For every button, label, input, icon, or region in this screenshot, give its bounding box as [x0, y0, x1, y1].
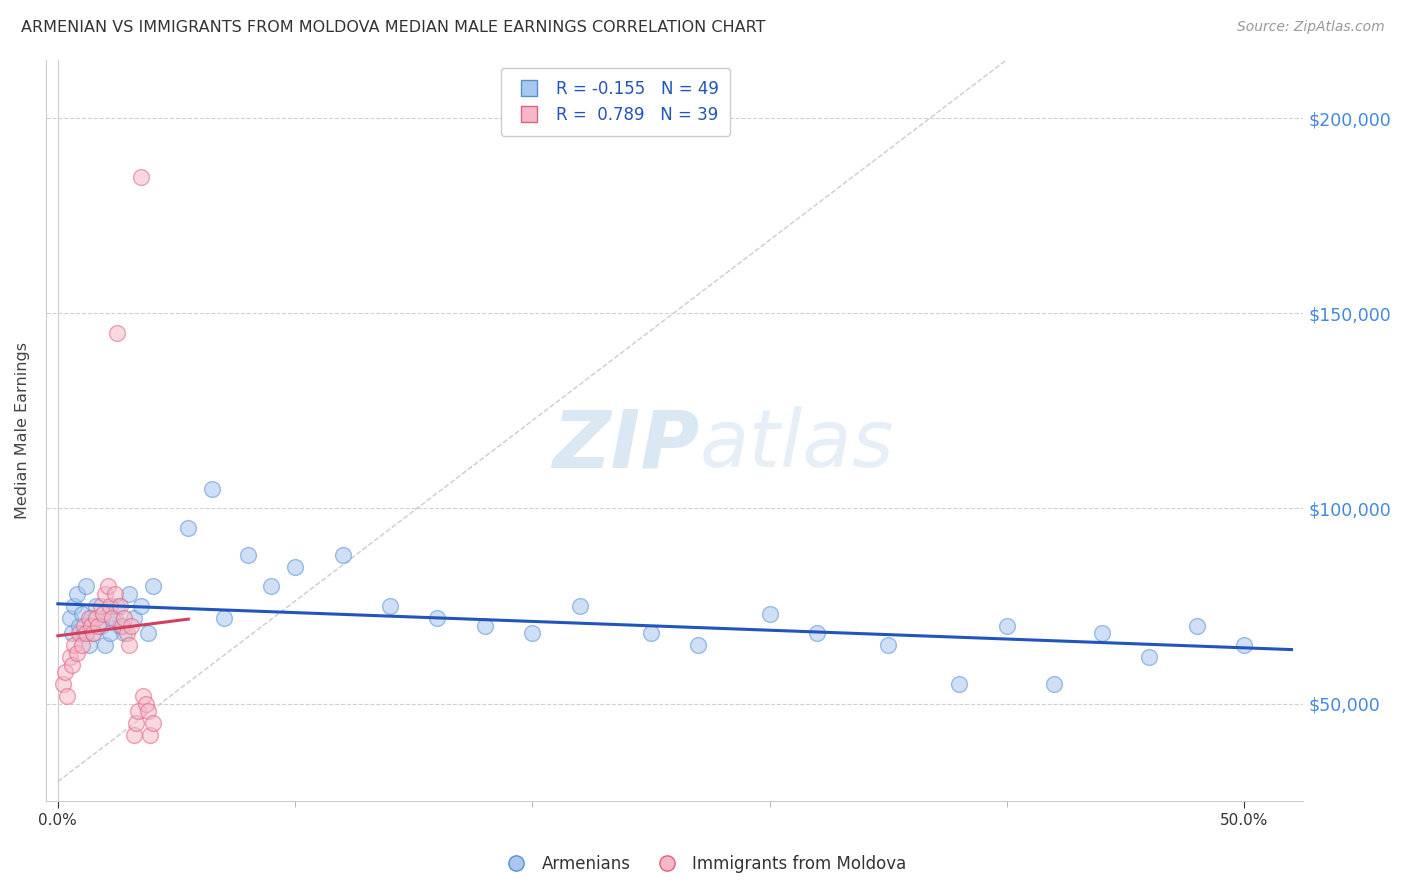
Point: [122, 610, 145, 624]
Point: [97, 579, 120, 593]
Point: [568, 599, 591, 613]
Point: [105, 326, 128, 340]
Point: [129, 169, 152, 184]
Point: [688, 638, 710, 652]
Point: [101, 610, 124, 624]
Y-axis label: Median Male Earnings: Median Male Earnings: [15, 342, 30, 519]
Point: [758, 607, 780, 621]
Text: ZIP: ZIP: [553, 406, 700, 484]
Point: [1091, 626, 1114, 640]
Point: [82, 626, 104, 640]
Point: [136, 704, 159, 718]
Point: [118, 638, 141, 652]
Point: [90, 599, 112, 613]
Point: [59, 649, 82, 664]
Point: [63, 638, 86, 652]
Point: [474, 618, 496, 632]
Point: [97, 607, 120, 621]
Point: [136, 626, 159, 640]
Point: [67, 626, 90, 640]
Point: [1043, 677, 1066, 691]
Point: [1137, 649, 1160, 664]
Point: [284, 560, 307, 574]
Point: [77, 610, 100, 624]
Point: [128, 704, 150, 718]
Point: [260, 579, 283, 593]
Point: [129, 599, 152, 613]
Point: [91, 607, 114, 621]
Point: [948, 677, 970, 691]
Point: [60, 657, 83, 672]
Point: [877, 638, 900, 652]
Point: [77, 638, 100, 652]
Point: [125, 716, 148, 731]
Point: [53, 665, 76, 680]
Point: [84, 599, 107, 613]
Point: [426, 610, 449, 624]
Point: [112, 626, 135, 640]
Text: ARMENIAN VS IMMIGRANTS FROM MOLDOVA MEDIAN MALE EARNINGS CORRELATION CHART: ARMENIAN VS IMMIGRANTS FROM MOLDOVA MEDI…: [21, 20, 766, 35]
Point: [60, 626, 83, 640]
Point: [142, 716, 165, 731]
Text: atlas: atlas: [700, 406, 894, 484]
Legend: R = -0.155   N = 49, R =  0.789   N = 39: R = -0.155 N = 49, R = 0.789 N = 39: [501, 68, 730, 136]
Point: [66, 587, 89, 601]
Point: [177, 521, 200, 535]
Point: [139, 728, 162, 742]
Point: [115, 626, 138, 640]
Point: [201, 482, 224, 496]
Point: [56, 689, 79, 703]
Point: [59, 610, 82, 624]
Point: [67, 618, 90, 632]
Point: [80, 618, 103, 632]
Point: [120, 618, 142, 632]
Point: [132, 689, 155, 703]
Point: [75, 626, 97, 640]
Point: [70, 638, 93, 652]
Point: [640, 626, 662, 640]
Point: [66, 646, 89, 660]
Point: [108, 618, 131, 632]
Point: [63, 599, 86, 613]
Point: [522, 626, 544, 640]
Point: [94, 587, 117, 601]
Point: [82, 626, 104, 640]
Point: [75, 579, 97, 593]
Point: [118, 587, 141, 601]
Point: [73, 626, 96, 640]
Point: [84, 610, 107, 624]
Point: [80, 610, 103, 624]
Point: [94, 638, 117, 652]
Point: [108, 599, 131, 613]
Point: [236, 548, 259, 562]
Point: [806, 626, 828, 640]
Point: [52, 677, 75, 691]
Point: [135, 697, 157, 711]
Point: [995, 618, 1018, 632]
Point: [122, 728, 145, 742]
Point: [112, 610, 135, 624]
Point: [73, 618, 96, 632]
Point: [98, 626, 121, 640]
Point: [105, 599, 128, 613]
Point: [212, 610, 235, 624]
Point: [1233, 638, 1256, 652]
Point: [70, 607, 93, 621]
Legend: Armenians, Immigrants from Moldova: Armenians, Immigrants from Moldova: [494, 848, 912, 880]
Point: [104, 587, 127, 601]
Text: Source: ZipAtlas.com: Source: ZipAtlas.com: [1237, 20, 1385, 34]
Point: [90, 618, 112, 632]
Point: [104, 610, 127, 624]
Point: [87, 618, 110, 632]
Point: [142, 579, 165, 593]
Point: [1185, 618, 1208, 632]
Point: [332, 548, 354, 562]
Point: [98, 599, 121, 613]
Point: [378, 599, 401, 613]
Point: [111, 618, 134, 632]
